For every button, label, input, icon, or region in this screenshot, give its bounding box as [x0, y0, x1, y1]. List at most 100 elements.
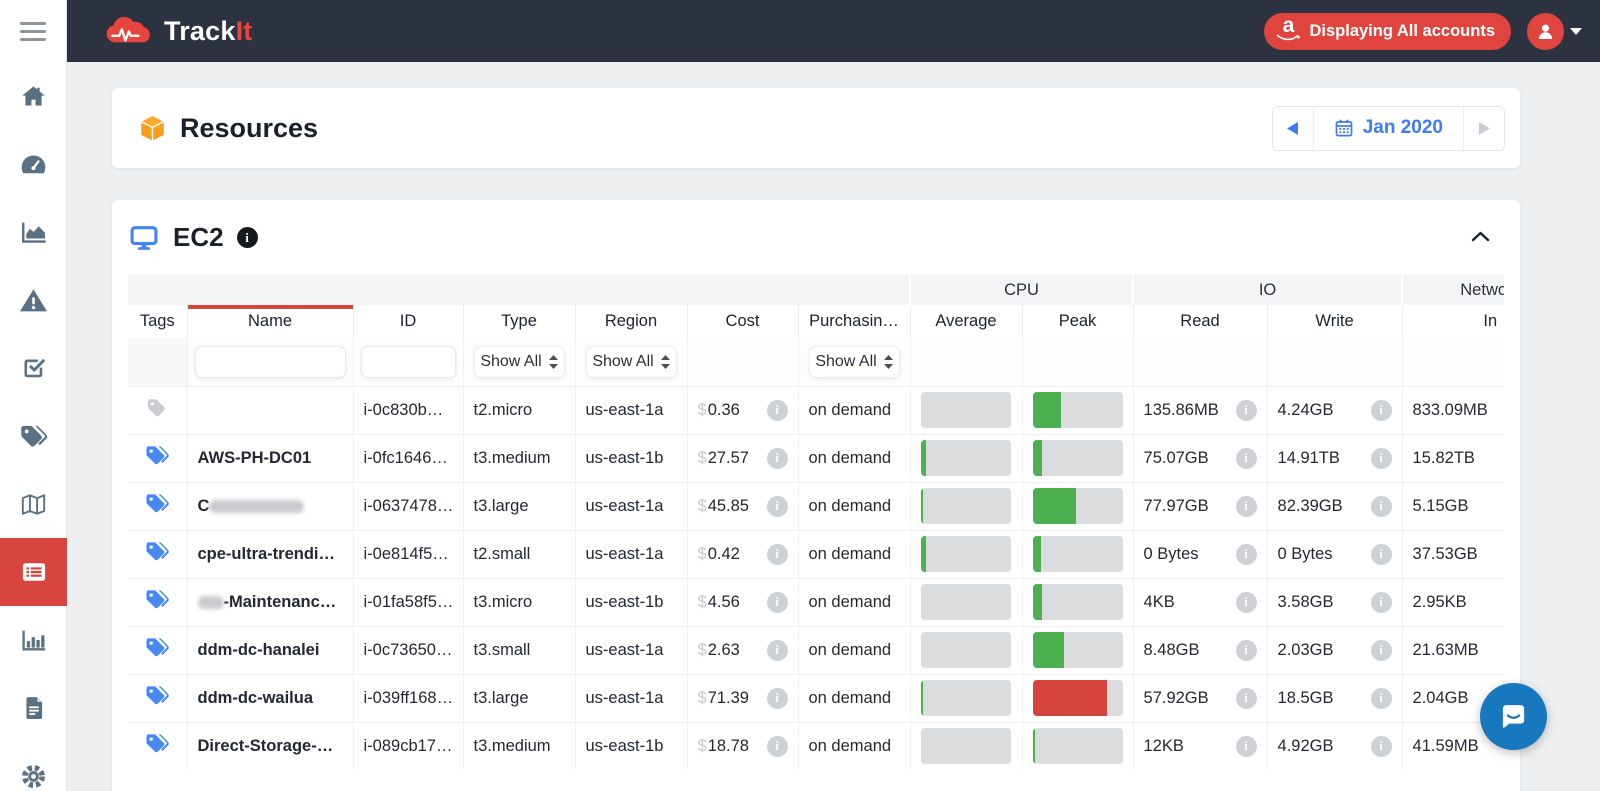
- tag-icon[interactable]: [145, 397, 169, 419]
- date-picker-button[interactable]: Jan 2020: [1312, 106, 1464, 150]
- amazon-icon: a: [1276, 15, 1301, 41]
- col-io-read[interactable]: Read: [1132, 305, 1268, 338]
- group-cpu: CPU: [909, 275, 1134, 305]
- cell-name: Direct-Storage-…: [186, 721, 353, 770]
- sidebar-item-metrics[interactable]: [0, 198, 67, 266]
- cell-name: -Maintenanc…: [186, 577, 353, 626]
- cell-io-read: 77.97GB i: [1132, 481, 1268, 530]
- cell-id: i-0e814f5…: [352, 529, 463, 578]
- tags-icon[interactable]: [144, 588, 170, 611]
- sidebar-item-reports[interactable]: [0, 674, 67, 742]
- sidebar-item-tasks[interactable]: [0, 334, 67, 402]
- next-month-button[interactable]: [1464, 106, 1504, 150]
- info-icon[interactable]: i: [766, 639, 788, 661]
- tags-icon[interactable]: [144, 684, 170, 707]
- info-icon[interactable]: i: [1370, 399, 1392, 421]
- info-icon[interactable]: i: [766, 591, 788, 613]
- cell-io-write: 4.92GB i: [1266, 721, 1403, 770]
- cell-purchasing: on demand: [797, 529, 911, 578]
- top-navbar: TrackIt a Displaying All accounts: [67, 0, 1600, 62]
- sidebar-item-alerts[interactable]: [0, 266, 67, 334]
- displaying-accounts-button[interactable]: a Displaying All accounts: [1264, 12, 1511, 50]
- info-icon[interactable]: i: [766, 447, 788, 469]
- cell-io-read: 8.48GB i: [1132, 625, 1268, 674]
- info-icon[interactable]: i: [1235, 447, 1257, 469]
- info-icon[interactable]: i: [766, 687, 788, 709]
- prev-month-button[interactable]: [1272, 106, 1313, 150]
- document-icon: [21, 694, 47, 722]
- info-icon[interactable]: i: [1370, 591, 1392, 613]
- trackit-logo[interactable]: TrackIt: [100, 13, 252, 49]
- cell-type: t2.micro: [462, 385, 575, 434]
- info-icon[interactable]: i: [1235, 495, 1257, 517]
- col-purchasing[interactable]: Purchasin…: [797, 305, 911, 338]
- info-icon[interactable]: i: [1235, 543, 1257, 565]
- cell-type: t3.small: [462, 625, 575, 674]
- info-icon[interactable]: i: [1370, 639, 1392, 661]
- cloud-pulse-icon: [106, 17, 150, 43]
- sidebar-item-tags[interactable]: [0, 402, 67, 470]
- col-id[interactable]: ID: [352, 305, 463, 338]
- region-filter-select[interactable]: Show All: [585, 345, 677, 378]
- home-icon: [20, 83, 47, 110]
- type-filter-select[interactable]: Show All: [473, 345, 565, 378]
- info-icon[interactable]: i: [1370, 543, 1392, 565]
- ec2-info-icon[interactable]: i: [236, 227, 258, 248]
- col-region[interactable]: Region: [574, 305, 687, 338]
- sidebar-item-dashboard[interactable]: [0, 130, 67, 198]
- cell-net-in: 37.53GB: [1401, 529, 1504, 578]
- cell-net-in: 833.09MB: [1401, 385, 1504, 434]
- info-icon[interactable]: i: [1235, 687, 1257, 709]
- info-icon[interactable]: i: [1370, 495, 1392, 517]
- cell-name: [186, 385, 353, 434]
- info-icon[interactable]: i: [1235, 735, 1257, 757]
- info-icon[interactable]: i: [766, 399, 788, 421]
- tags-icon[interactable]: [144, 636, 170, 659]
- info-icon[interactable]: i: [1370, 687, 1392, 709]
- page-title: Resources: [180, 112, 319, 143]
- info-icon[interactable]: i: [1235, 399, 1257, 421]
- collapse-section-button[interactable]: [1467, 226, 1494, 249]
- sidebar-item-resources[interactable]: [0, 538, 67, 606]
- col-cpu-peak[interactable]: Peak: [1021, 305, 1134, 338]
- info-icon[interactable]: i: [766, 735, 788, 757]
- info-icon[interactable]: i: [1235, 591, 1257, 613]
- col-tags[interactable]: Tags: [128, 305, 187, 338]
- cell-region: us-east-1b: [574, 721, 687, 770]
- sort-arrows-icon: [660, 354, 670, 369]
- cell-region: us-east-1a: [574, 481, 687, 530]
- cube-icon: [139, 114, 166, 142]
- purchasing-filter-select[interactable]: Show All: [808, 345, 900, 378]
- col-cost[interactable]: Cost: [686, 305, 798, 338]
- chevron-up-icon: [1471, 231, 1490, 242]
- table-row: i-0c830b… t2.micro us-east-1a $0.36 i on dema…: [128, 385, 1504, 434]
- sidebar-item-settings[interactable]: [0, 742, 67, 791]
- cell-io-write: 4.24GB i: [1266, 385, 1403, 434]
- info-icon[interactable]: i: [1370, 447, 1392, 469]
- col-type[interactable]: Type: [462, 305, 575, 338]
- tags-icon[interactable]: [144, 540, 170, 563]
- hamburger-menu-icon[interactable]: [0, 0, 66, 62]
- tags-icon[interactable]: [144, 444, 170, 467]
- col-cpu-average[interactable]: Average: [909, 305, 1023, 338]
- col-net-in[interactable]: In: [1401, 305, 1504, 338]
- sidebar-item-home[interactable]: [0, 62, 67, 130]
- info-icon[interactable]: i: [1235, 639, 1257, 661]
- cell-region: us-east-1a: [574, 529, 687, 578]
- ec2-table-body: i-0c830b… t2.micro us-east-1a $0.36 i on dema…: [128, 385, 1504, 770]
- info-icon[interactable]: i: [766, 543, 788, 565]
- info-icon[interactable]: i: [1370, 735, 1392, 757]
- cell-net-in: 15.82TB: [1401, 433, 1504, 482]
- tags-icon[interactable]: [144, 492, 170, 515]
- sidebar-item-statistics[interactable]: [0, 606, 67, 674]
- usage-bar: [921, 584, 1012, 620]
- tags-icon[interactable]: [144, 732, 170, 755]
- col-name[interactable]: Name: [186, 305, 353, 338]
- info-icon[interactable]: i: [766, 495, 788, 517]
- chat-widget-button[interactable]: [1480, 683, 1547, 750]
- user-menu[interactable]: [1527, 12, 1582, 50]
- sidebar-item-map[interactable]: [0, 470, 67, 538]
- id-filter-input[interactable]: [360, 345, 456, 378]
- col-io-write[interactable]: Write: [1266, 305, 1403, 338]
- name-filter-input[interactable]: [194, 345, 346, 378]
